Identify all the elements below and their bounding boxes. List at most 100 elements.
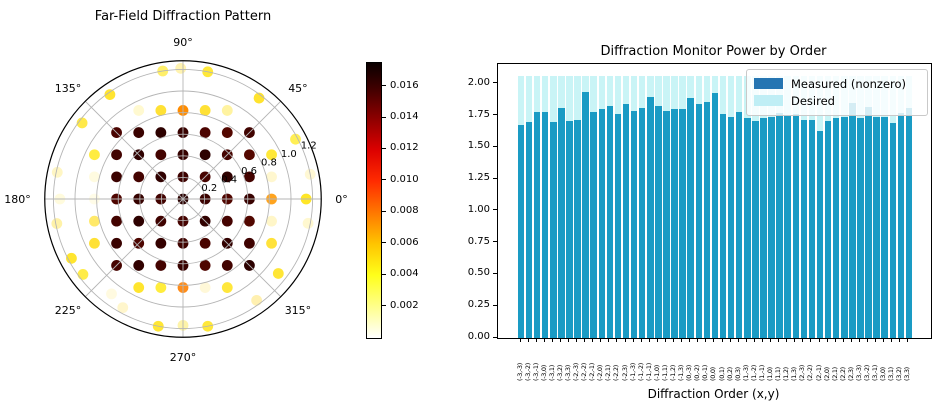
order-dot bbox=[221, 282, 233, 293]
legend-desired-swatch bbox=[754, 95, 783, 106]
x-tick-label: (-3,0) bbox=[539, 365, 548, 381]
order-dot bbox=[133, 171, 145, 183]
measured-bar bbox=[647, 96, 654, 338]
order-dot bbox=[272, 268, 284, 279]
order-dot bbox=[302, 217, 314, 229]
x-tick bbox=[858, 338, 860, 342]
measured-bar bbox=[816, 130, 824, 338]
order-dot bbox=[89, 149, 100, 161]
radial-tick-label: 0.8 bbox=[261, 158, 277, 169]
bar-chart-title: Diffraction Monitor Power by Order bbox=[600, 44, 827, 59]
x-tick-label: (1,0) bbox=[766, 367, 775, 381]
x-tick-label: (1,-3) bbox=[741, 365, 750, 381]
x-tick bbox=[850, 338, 852, 342]
x-tick-label: (2,-2) bbox=[806, 365, 815, 381]
x-tick-label: (-1,0) bbox=[652, 365, 661, 381]
order-dot bbox=[199, 282, 211, 293]
measured-bar bbox=[873, 117, 880, 338]
measured-bar bbox=[727, 117, 735, 338]
polar-boundary bbox=[44, 60, 322, 338]
x-tick-label: (1,-2) bbox=[749, 365, 758, 381]
measured-bar bbox=[671, 109, 678, 338]
y-tick-label: 0.50 bbox=[467, 267, 490, 279]
order-dot bbox=[76, 117, 88, 129]
x-tick bbox=[600, 338, 602, 342]
x-tick bbox=[713, 338, 715, 342]
y-tick-label: 1.00 bbox=[467, 203, 490, 215]
order-dot bbox=[266, 171, 277, 183]
x-tick-label: (-3,-2) bbox=[523, 363, 532, 381]
x-tick-label: (-2,2) bbox=[612, 365, 621, 381]
y-tick bbox=[493, 272, 497, 274]
measured-bar bbox=[566, 120, 573, 338]
x-tick bbox=[664, 338, 666, 342]
measured-bar bbox=[517, 124, 525, 338]
y-tick bbox=[493, 209, 497, 211]
colorbar-tick-label: 0.012 bbox=[390, 142, 419, 154]
angle-gridline bbox=[84, 198, 184, 298]
colorbar-tick bbox=[382, 147, 386, 149]
order-dot bbox=[133, 105, 145, 116]
order-dot bbox=[89, 237, 100, 249]
measured-bar bbox=[687, 97, 694, 338]
measured-bar bbox=[558, 108, 565, 338]
order-dot bbox=[253, 92, 265, 104]
order-dot bbox=[111, 215, 122, 227]
colorbar-tick bbox=[382, 305, 386, 307]
x-tick-label: (-1,-1) bbox=[644, 363, 653, 381]
order-dot bbox=[221, 127, 233, 138]
order-dot bbox=[111, 149, 122, 161]
y-tick bbox=[493, 145, 497, 147]
order-dot bbox=[290, 133, 301, 145]
measured-bar bbox=[550, 122, 557, 338]
colorbar-tick bbox=[382, 210, 386, 212]
measured-bar bbox=[768, 117, 775, 338]
x-tick bbox=[753, 338, 755, 342]
order-dot bbox=[133, 127, 145, 138]
order-dot bbox=[199, 149, 211, 161]
x-tick bbox=[729, 338, 731, 342]
measured-bar bbox=[889, 123, 897, 338]
order-dot bbox=[175, 62, 187, 74]
y-tick bbox=[493, 177, 497, 179]
x-tick-label: (-2,3) bbox=[620, 365, 629, 381]
measured-bar bbox=[638, 108, 646, 338]
y-tick bbox=[493, 241, 497, 243]
y-tick-label: 1.25 bbox=[467, 172, 490, 184]
order-dot bbox=[89, 171, 100, 183]
measured-bar bbox=[897, 113, 905, 338]
order-dot bbox=[155, 282, 167, 293]
order-dot bbox=[199, 260, 211, 271]
legend-entry-measured: Measured (nonzero) bbox=[754, 75, 920, 92]
colorbar-tick bbox=[382, 273, 386, 275]
x-tick-label: (1,-1) bbox=[757, 365, 766, 381]
angle-tick-label: 45° bbox=[288, 82, 308, 95]
legend-measured-label: Measured (nonzero) bbox=[791, 76, 907, 91]
y-tick-label: 0.00 bbox=[467, 331, 490, 342]
order-dot bbox=[133, 282, 145, 293]
order-dot bbox=[199, 127, 211, 138]
order-dot bbox=[117, 302, 129, 314]
measured-bar bbox=[792, 114, 800, 338]
y-tick bbox=[493, 304, 497, 306]
angle-gridline bbox=[182, 198, 282, 298]
order-dot bbox=[104, 89, 116, 101]
measured-bar bbox=[808, 119, 816, 338]
colorbar-tick-label: 0.014 bbox=[390, 111, 419, 122]
measured-bar bbox=[695, 104, 703, 338]
order-dot bbox=[111, 237, 122, 249]
colorbar-tick bbox=[382, 179, 386, 181]
angle-tick-label: 225° bbox=[55, 304, 82, 317]
measured-bar bbox=[711, 92, 719, 338]
measured-bar bbox=[752, 120, 759, 338]
x-tick bbox=[584, 338, 586, 342]
order-dot bbox=[221, 171, 233, 183]
order-dot bbox=[155, 260, 167, 271]
order-dot bbox=[244, 215, 255, 227]
order-dot bbox=[244, 149, 255, 161]
measured-bar bbox=[679, 109, 686, 338]
x-tick-label: (-1,-3) bbox=[628, 363, 637, 381]
measured-bar bbox=[849, 103, 856, 338]
order-dot bbox=[244, 237, 255, 249]
x-tick-label: (3,3) bbox=[903, 367, 912, 381]
